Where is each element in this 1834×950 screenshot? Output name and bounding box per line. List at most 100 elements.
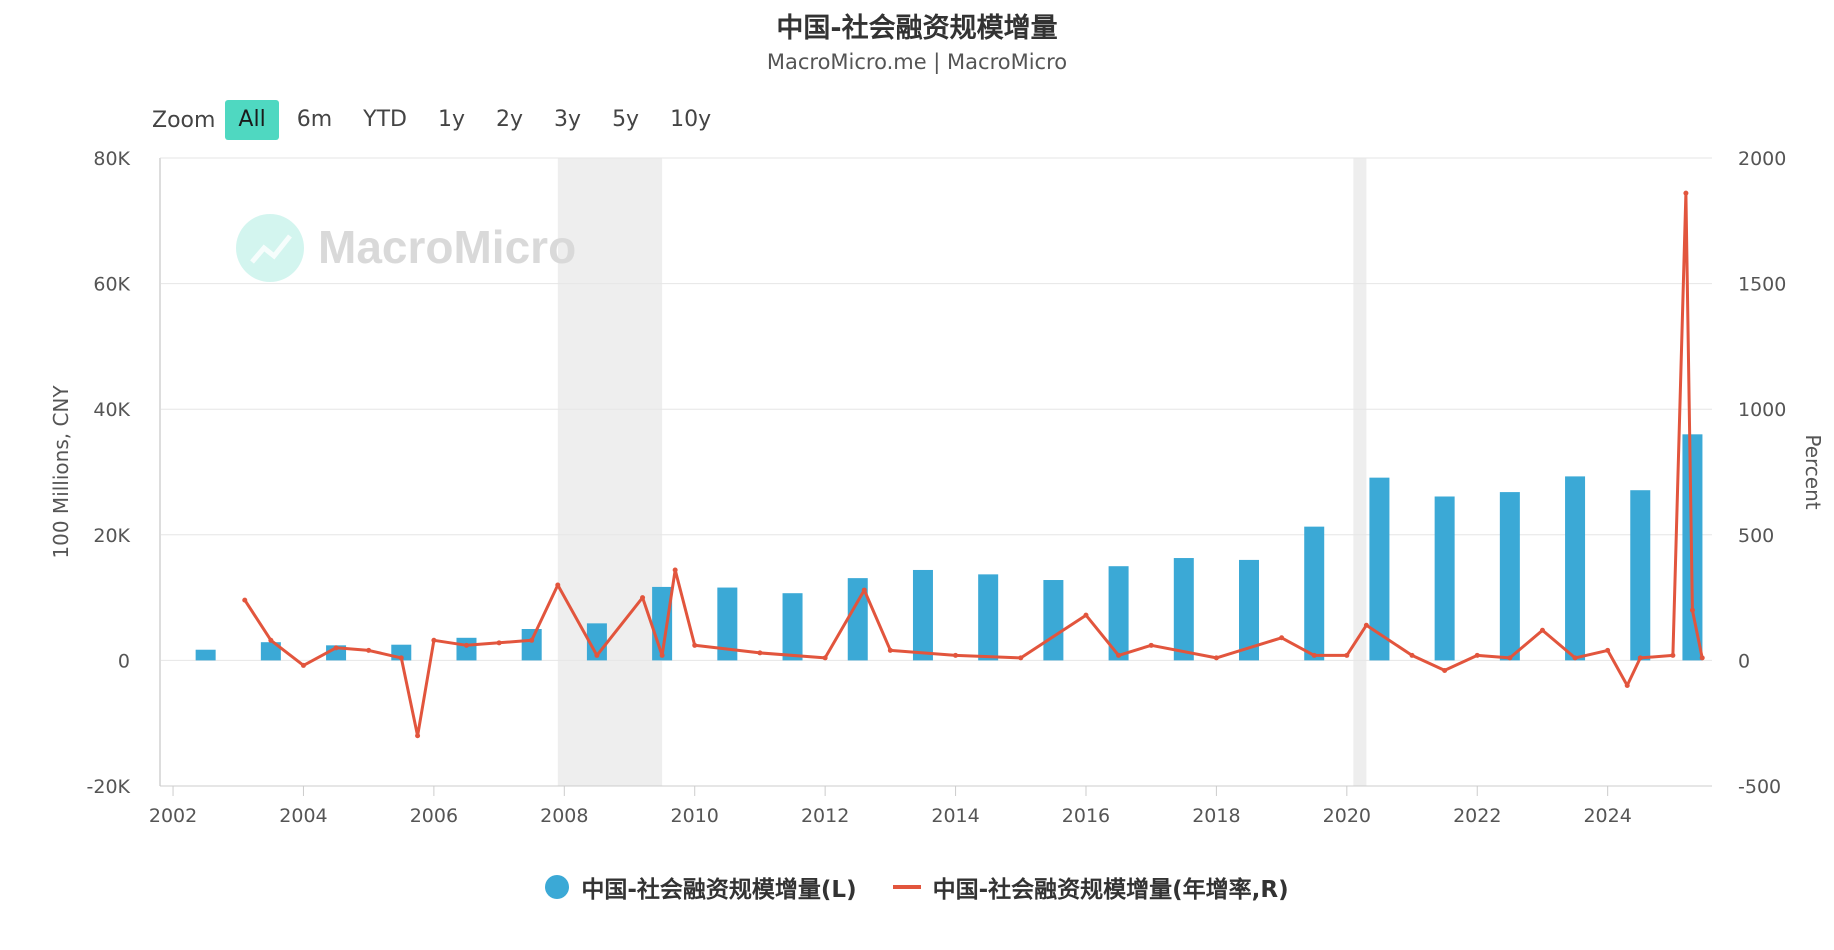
line-point [594, 652, 600, 658]
x-tick-label: 2004 [279, 805, 327, 827]
x-tick-label: 2024 [1583, 805, 1631, 827]
zoom-3y-button[interactable]: 3y [554, 107, 582, 132]
line-point [861, 587, 867, 593]
y-right-tick-label: 2000 [1738, 148, 1786, 170]
bar [1434, 496, 1455, 661]
line-point [1311, 652, 1317, 658]
line-point [672, 567, 678, 573]
y-left-tick-label: 0 [118, 650, 130, 672]
x-tick-label: 2012 [801, 805, 849, 827]
line-point [953, 652, 959, 658]
bar [1108, 566, 1129, 661]
line-point [1699, 655, 1705, 661]
bar-series [195, 434, 1703, 661]
line-point [398, 655, 404, 661]
line-point [1442, 667, 1448, 673]
zoom-6m-button[interactable]: 6m [296, 107, 333, 132]
line-point [1474, 652, 1480, 658]
legend-item-line[interactable]: 中国-社会融资规模增量(年增率,R) [892, 870, 1289, 904]
x-tick-label: 2014 [931, 805, 979, 827]
zoom-label: Zoom [152, 107, 216, 133]
line-point [659, 652, 665, 658]
x-tick-label: 2002 [149, 805, 197, 827]
line-point [757, 650, 763, 656]
bar [260, 642, 281, 661]
line-point [1572, 655, 1578, 661]
line-point [822, 655, 828, 661]
bar [195, 649, 216, 661]
y-left-tick-label: 60K [93, 274, 130, 296]
line-point [333, 645, 339, 651]
legend-line-icon [892, 885, 921, 889]
line-point [1344, 652, 1350, 658]
watermark: MacroMicro [236, 214, 576, 282]
line-point [529, 637, 535, 643]
zoom-ytd-button[interactable]: YTD [363, 107, 407, 132]
zoom-5y-button[interactable]: 5y [612, 107, 640, 132]
bar [1239, 559, 1260, 661]
bar [912, 569, 933, 661]
line-point [1409, 652, 1415, 658]
x-tick-label: 2006 [410, 805, 458, 827]
x-tick-label: 2022 [1453, 805, 1501, 827]
line-point [1018, 655, 1024, 661]
line-point [242, 597, 248, 603]
line-point [1083, 612, 1089, 618]
y-right-tick-label: -500 [1738, 776, 1781, 798]
line-point [1116, 652, 1122, 658]
y-right-tick-label: 0 [1738, 650, 1750, 672]
y-left-tick-label: -20K [87, 776, 131, 798]
chart-subtitle: MacroMicro.me | MacroMicro [766, 50, 1068, 74]
bar [782, 593, 803, 661]
y-left-tick-label: 40K [93, 399, 130, 421]
line-point [496, 640, 502, 646]
line-point [366, 647, 372, 653]
legend-label-bar: 中国-社会融资规模增量(L) [581, 877, 857, 903]
bar [1630, 490, 1651, 661]
line-series [242, 190, 1705, 739]
line-point [1689, 607, 1695, 613]
line-point [887, 647, 893, 653]
chart-title: 中国-社会融资规模增量 [776, 13, 1058, 44]
y-right-axis-title: Percent [1801, 434, 1825, 509]
bar [1043, 580, 1064, 661]
bar [1369, 477, 1390, 661]
line-point [692, 642, 698, 648]
bar [1173, 558, 1194, 661]
bar [1499, 492, 1520, 661]
y-right-tick-label: 1000 [1738, 399, 1786, 421]
line-point [1539, 627, 1545, 633]
line-point [463, 642, 469, 648]
legend-item-bar[interactable]: 中国-社会融资规模增量(L) [545, 870, 857, 904]
line-point [1670, 652, 1676, 658]
bar [717, 587, 738, 661]
zoom-2y-button[interactable]: 2y [496, 107, 524, 132]
line-point [1363, 622, 1369, 628]
line-point [555, 582, 561, 588]
y-left-tick-label: 20K [93, 525, 130, 547]
line-point [415, 733, 421, 739]
x-tick-label: 2018 [1192, 805, 1240, 827]
y-left-axis-title: 100 Millions, CNY [49, 385, 73, 559]
watermark-text: MacroMicro [318, 221, 576, 273]
legend-dot-icon [545, 875, 570, 899]
zoom-toolbar: Zoom All 6m YTD 1y 2y 3y 5y 10y [152, 100, 729, 140]
bar [847, 578, 868, 661]
x-tick-label: 2008 [540, 805, 588, 827]
zoom-1y-button[interactable]: 1y [437, 107, 465, 132]
line-point [268, 637, 274, 643]
bar [456, 637, 477, 661]
zoom-10y-button[interactable]: 10y [670, 107, 712, 132]
line-point [640, 595, 646, 601]
bar [1304, 526, 1325, 661]
x-tick-label: 2016 [1062, 805, 1110, 827]
y-left-tick-label: 80K [93, 148, 130, 170]
zoom-all-button[interactable]: All [225, 100, 279, 140]
legend-label-line: 中国-社会融资规模增量(年增率,R) [932, 877, 1289, 903]
y-right-tick-label: 1500 [1738, 274, 1786, 296]
line-point [431, 637, 437, 643]
line-point [300, 662, 306, 668]
line-point [1605, 647, 1611, 653]
x-tick-label: 2010 [671, 805, 719, 827]
